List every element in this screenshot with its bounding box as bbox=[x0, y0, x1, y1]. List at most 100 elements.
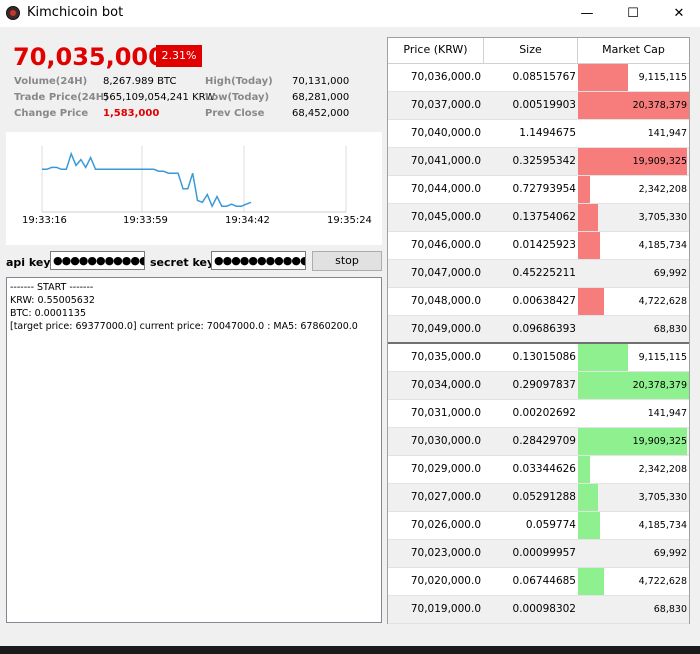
bid-row[interactable]: 70,020,000.0 0.06744685 4,722,628 bbox=[388, 568, 689, 596]
ask-size: 0.09686393 bbox=[512, 323, 576, 335]
bid-row[interactable]: 70,027,000.0 0.05291288 3,705,330 bbox=[388, 484, 689, 512]
ask-size: 0.01425923 bbox=[512, 239, 576, 251]
bid-price: 70,026,000.0 bbox=[410, 519, 481, 531]
bid-row[interactable]: 70,029,000.0 0.03344626 2,342,208 bbox=[388, 456, 689, 484]
bid-row[interactable]: 70,035,000.0 0.13015086 9,115,115 bbox=[388, 344, 689, 372]
ask-price: 70,041,000.0 bbox=[410, 155, 481, 167]
trade-price-label: Trade Price(24H) bbox=[14, 92, 109, 103]
ask-market-cap: 68,830 bbox=[653, 324, 687, 335]
header-market-cap[interactable]: Market Cap bbox=[602, 43, 665, 56]
ask-size: 0.72793954 bbox=[512, 183, 576, 195]
ask-bid-divider bbox=[388, 342, 689, 344]
bid-size: 0.03344626 bbox=[512, 463, 576, 475]
ask-depth-bar bbox=[578, 64, 628, 91]
bid-size: 0.13015086 bbox=[512, 351, 576, 363]
bid-market-cap: 68,830 bbox=[653, 604, 687, 615]
orderbook-header: Price (KRW) Size Market Cap bbox=[388, 38, 689, 64]
high-today-value: 70,131,000 bbox=[292, 76, 350, 87]
bid-price: 70,027,000.0 bbox=[410, 491, 481, 503]
ask-depth-bar bbox=[578, 204, 598, 231]
bid-price: 70,030,000.0 bbox=[410, 435, 481, 447]
ask-row[interactable]: 70,048,000.0 0.00638427 4,722,628 bbox=[388, 288, 689, 316]
ask-size: 1.1494675 bbox=[519, 127, 576, 139]
ask-market-cap: 4,185,734 bbox=[638, 240, 687, 251]
ask-price: 70,045,000.0 bbox=[410, 211, 481, 223]
close-button[interactable]: ✕ bbox=[673, 6, 685, 21]
low-today-value: 68,281,000 bbox=[292, 92, 350, 103]
bid-price: 70,034,000.0 bbox=[410, 379, 481, 391]
x-tick-label: 19:35:24 bbox=[327, 215, 372, 226]
bid-row[interactable]: 70,034,000.0 0.29097837 20,378,379 bbox=[388, 372, 689, 400]
ask-row[interactable]: 70,036,000.0 0.08515767 9,115,115 bbox=[388, 64, 689, 92]
bid-price: 70,023,000.0 bbox=[410, 547, 481, 559]
current-price: 70,035,000 bbox=[13, 43, 165, 71]
bid-depth-bar bbox=[578, 484, 598, 511]
log-line: ------- START ------- bbox=[10, 282, 94, 293]
app-logo-icon bbox=[6, 6, 20, 20]
bid-depth-bar bbox=[578, 372, 689, 399]
ask-row[interactable]: 70,037,000.0 0.00519903 20,378,379 bbox=[388, 92, 689, 120]
ask-market-cap: 69,992 bbox=[653, 268, 687, 279]
ask-market-cap: 141,947 bbox=[647, 128, 687, 139]
secret-key-input[interactable]: ●●●●●●●●●●●●●●●● bbox=[211, 251, 306, 270]
ask-depth-bar bbox=[578, 176, 590, 203]
bid-market-cap: 4,722,628 bbox=[638, 576, 687, 587]
bid-row[interactable]: 70,026,000.0 0.059774 4,185,734 bbox=[388, 512, 689, 540]
log-line: KRW: 0.55005632 bbox=[10, 295, 95, 306]
api-key-input[interactable]: ●●●●●●●●●●●●●●●● bbox=[50, 251, 145, 270]
ask-market-cap: 3,705,330 bbox=[638, 212, 687, 223]
change-price-value: 1,583,000 bbox=[103, 108, 160, 119]
ask-row[interactable]: 70,049,000.0 0.09686393 68,830 bbox=[388, 316, 689, 344]
bid-size: 0.00202692 bbox=[512, 407, 576, 419]
bid-market-cap: 9,115,115 bbox=[638, 352, 687, 363]
bid-price: 70,029,000.0 bbox=[410, 463, 481, 475]
header-price[interactable]: Price (KRW) bbox=[388, 38, 484, 63]
price-series-line bbox=[42, 151, 252, 209]
ask-row[interactable]: 70,041,000.0 0.32595342 19,909,325 bbox=[388, 148, 689, 176]
minimize-button[interactable]: — bbox=[580, 6, 594, 21]
log-output[interactable]: ------- START ------- KRW: 0.55005632 BT… bbox=[6, 277, 382, 623]
bid-market-cap: 141,947 bbox=[647, 408, 687, 419]
ask-market-cap: 2,342,208 bbox=[638, 184, 687, 195]
x-tick-label: 19:34:42 bbox=[225, 215, 270, 226]
secret-key-label: secret key: bbox=[150, 256, 219, 269]
taskbar bbox=[0, 646, 700, 654]
orderbook-table[interactable]: Price (KRW) Size Market Cap 70,036,000.0… bbox=[387, 37, 690, 624]
bid-market-cap: 2,342,208 bbox=[638, 464, 687, 475]
bid-row[interactable]: 70,023,000.0 0.00099957 69,992 bbox=[388, 540, 689, 568]
price-chart: 19:33:16 19:33:59 19:34:42 19:35:24 bbox=[6, 132, 382, 245]
change-rate-badge: 2.31% bbox=[156, 45, 202, 67]
volume-label: Volume(24H) bbox=[14, 76, 88, 87]
bid-price: 70,035,000.0 bbox=[410, 351, 481, 363]
ask-row[interactable]: 70,046,000.0 0.01425923 4,185,734 bbox=[388, 232, 689, 260]
ask-row[interactable]: 70,045,000.0 0.13754062 3,705,330 bbox=[388, 204, 689, 232]
bid-row[interactable]: 70,019,000.0 0.00098302 68,830 bbox=[388, 596, 689, 624]
bid-row[interactable]: 70,031,000.0 0.00202692 141,947 bbox=[388, 400, 689, 428]
ask-price: 70,044,000.0 bbox=[410, 183, 481, 195]
ask-price: 70,036,000.0 bbox=[410, 71, 481, 83]
ask-row[interactable]: 70,047,000.0 0.45225211 69,992 bbox=[388, 260, 689, 288]
ask-market-cap: 9,115,115 bbox=[638, 72, 687, 83]
ask-row[interactable]: 70,044,000.0 0.72793954 2,342,208 bbox=[388, 176, 689, 204]
x-tick-label: 19:33:16 bbox=[22, 215, 67, 226]
bid-market-cap: 4,185,734 bbox=[638, 520, 687, 531]
bid-depth-bar bbox=[578, 456, 590, 483]
high-today-label: High(Today) bbox=[205, 76, 273, 87]
bid-price: 70,031,000.0 bbox=[410, 407, 481, 419]
bid-row[interactable]: 70,030,000.0 0.28429709 19,909,325 bbox=[388, 428, 689, 456]
bid-depth-bar bbox=[578, 428, 687, 455]
ask-size: 0.08515767 bbox=[512, 71, 576, 83]
bid-depth-bar bbox=[578, 512, 600, 539]
bid-depth-bar bbox=[578, 344, 628, 371]
bid-size: 0.29097837 bbox=[512, 379, 576, 391]
window-title: Kimchicoin bot bbox=[27, 5, 124, 20]
ask-price: 70,046,000.0 bbox=[410, 239, 481, 251]
ask-size: 0.00519903 bbox=[512, 99, 576, 111]
api-key-label: api key: bbox=[6, 256, 55, 269]
ask-row[interactable]: 70,040,000.0 1.1494675 141,947 bbox=[388, 120, 689, 148]
header-size[interactable]: Size bbox=[484, 38, 578, 63]
bid-market-cap: 19,909,325 bbox=[632, 436, 687, 447]
maximize-button[interactable]: ☐ bbox=[627, 6, 639, 21]
prev-close-label: Prev Close bbox=[205, 108, 265, 119]
stop-button[interactable]: stop bbox=[312, 251, 382, 271]
